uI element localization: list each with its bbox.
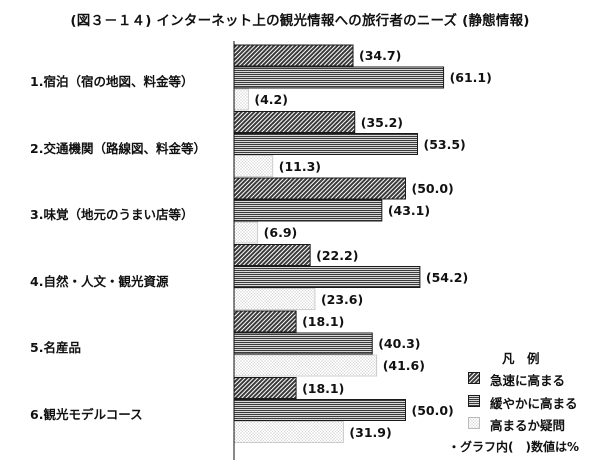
bar-rapid-5: [233, 310, 297, 333]
bar-doubtful-5: [233, 354, 378, 377]
bar-rapid-4: [233, 244, 311, 266]
bar-rapid-1: [233, 44, 354, 67]
legend-label-rapid: 急速に高まる: [490, 373, 566, 388]
bar-doubtful-1: [233, 88, 249, 111]
category-label-2: 2.交通機関（路線図、料金等）: [30, 140, 206, 156]
bar-gradual-6: [233, 399, 406, 421]
value-label-gradual-6: (50.0): [411, 402, 454, 418]
value-label-gradual-4: (54.2): [425, 269, 469, 285]
value-label-rapid-3: (50.0): [411, 181, 454, 196]
value-label-rapid-4: (22.2): [316, 247, 359, 263]
value-label-gradual-1: (61.1): [449, 70, 492, 85]
value-label-gradual-3: (43.1): [387, 203, 431, 218]
bars-layer: [233, 44, 445, 443]
legend: 凡 例 急速に高まる 緩やかに高まる 高まるか疑問 ・グラフ内( )数値は%: [448, 348, 598, 468]
value-label-doubtful-1: (4.2): [254, 92, 288, 107]
bar-gradual-3: [233, 199, 383, 222]
value-label-rapid-1: (34.7): [359, 48, 402, 63]
bar-gradual-5: [233, 332, 373, 355]
legend-swatch-doubtful: [468, 417, 480, 429]
legend-swatch-gradual: [468, 395, 480, 407]
legend-note: ・グラフ内( )数値は%: [448, 440, 579, 454]
legend-title: 凡 例: [502, 351, 540, 366]
legend-label-doubtful: 高まるか疑問: [490, 418, 566, 433]
bar-doubtful-3: [233, 221, 259, 244]
value-label-gradual-2: (53.5): [423, 136, 466, 152]
legend-label-gradual: 緩やかに高まる: [490, 396, 578, 411]
value-label-doubtful-2: (11.3): [278, 158, 322, 174]
bar-gradual-4: [233, 266, 421, 288]
value-label-doubtful-5: (41.6): [382, 358, 425, 373]
category-label-5: 5.名産品: [30, 340, 81, 355]
category-label-4: 4.自然・人文・観光資源: [30, 273, 169, 289]
bar-doubtful-2: [233, 155, 274, 177]
value-label-doubtful-4: (23.6): [320, 291, 364, 307]
bar-gradual-1: [233, 66, 445, 89]
bar-rapid-6: [233, 377, 297, 399]
value-label-doubtful-6: (31.9): [349, 424, 392, 440]
chart-title: (図３－１４) インターネット上の観光情報への旅行者のニーズ (静態情報): [70, 13, 530, 29]
bar-gradual-2: [233, 133, 419, 155]
bar-rapid-3: [233, 177, 406, 200]
value-label-rapid-2: (35.2): [360, 114, 404, 130]
category-label-1: 1.宿泊（宿の地図、料金等）: [30, 74, 194, 89]
legend-swatch-rapid: [468, 372, 480, 384]
value-label-rapid-5: (18.1): [302, 314, 345, 329]
bar-doubtful-6: [233, 421, 344, 443]
bar-rapid-2: [233, 111, 356, 133]
category-label-3: 3.味覚（地元のうまい店等）: [30, 207, 194, 222]
value-label-rapid-6: (18.1): [302, 380, 345, 396]
value-label-doubtful-3: (6.9): [263, 225, 298, 240]
bar-doubtful-4: [233, 288, 316, 310]
category-label-6: 6.観光モデルコース: [30, 406, 143, 422]
value-label-gradual-5: (40.3): [378, 336, 421, 351]
